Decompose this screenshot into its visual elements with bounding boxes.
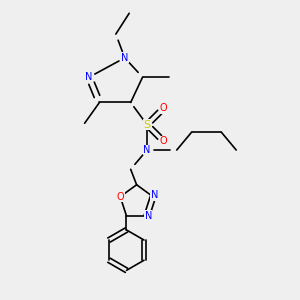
Text: S: S	[143, 120, 151, 130]
Text: O: O	[160, 103, 167, 113]
Text: O: O	[116, 192, 124, 202]
Text: N: N	[85, 72, 93, 82]
Text: N: N	[121, 53, 128, 63]
Text: O: O	[160, 136, 167, 146]
Text: N: N	[151, 190, 158, 200]
Text: N: N	[143, 145, 151, 155]
Text: N: N	[145, 211, 152, 221]
